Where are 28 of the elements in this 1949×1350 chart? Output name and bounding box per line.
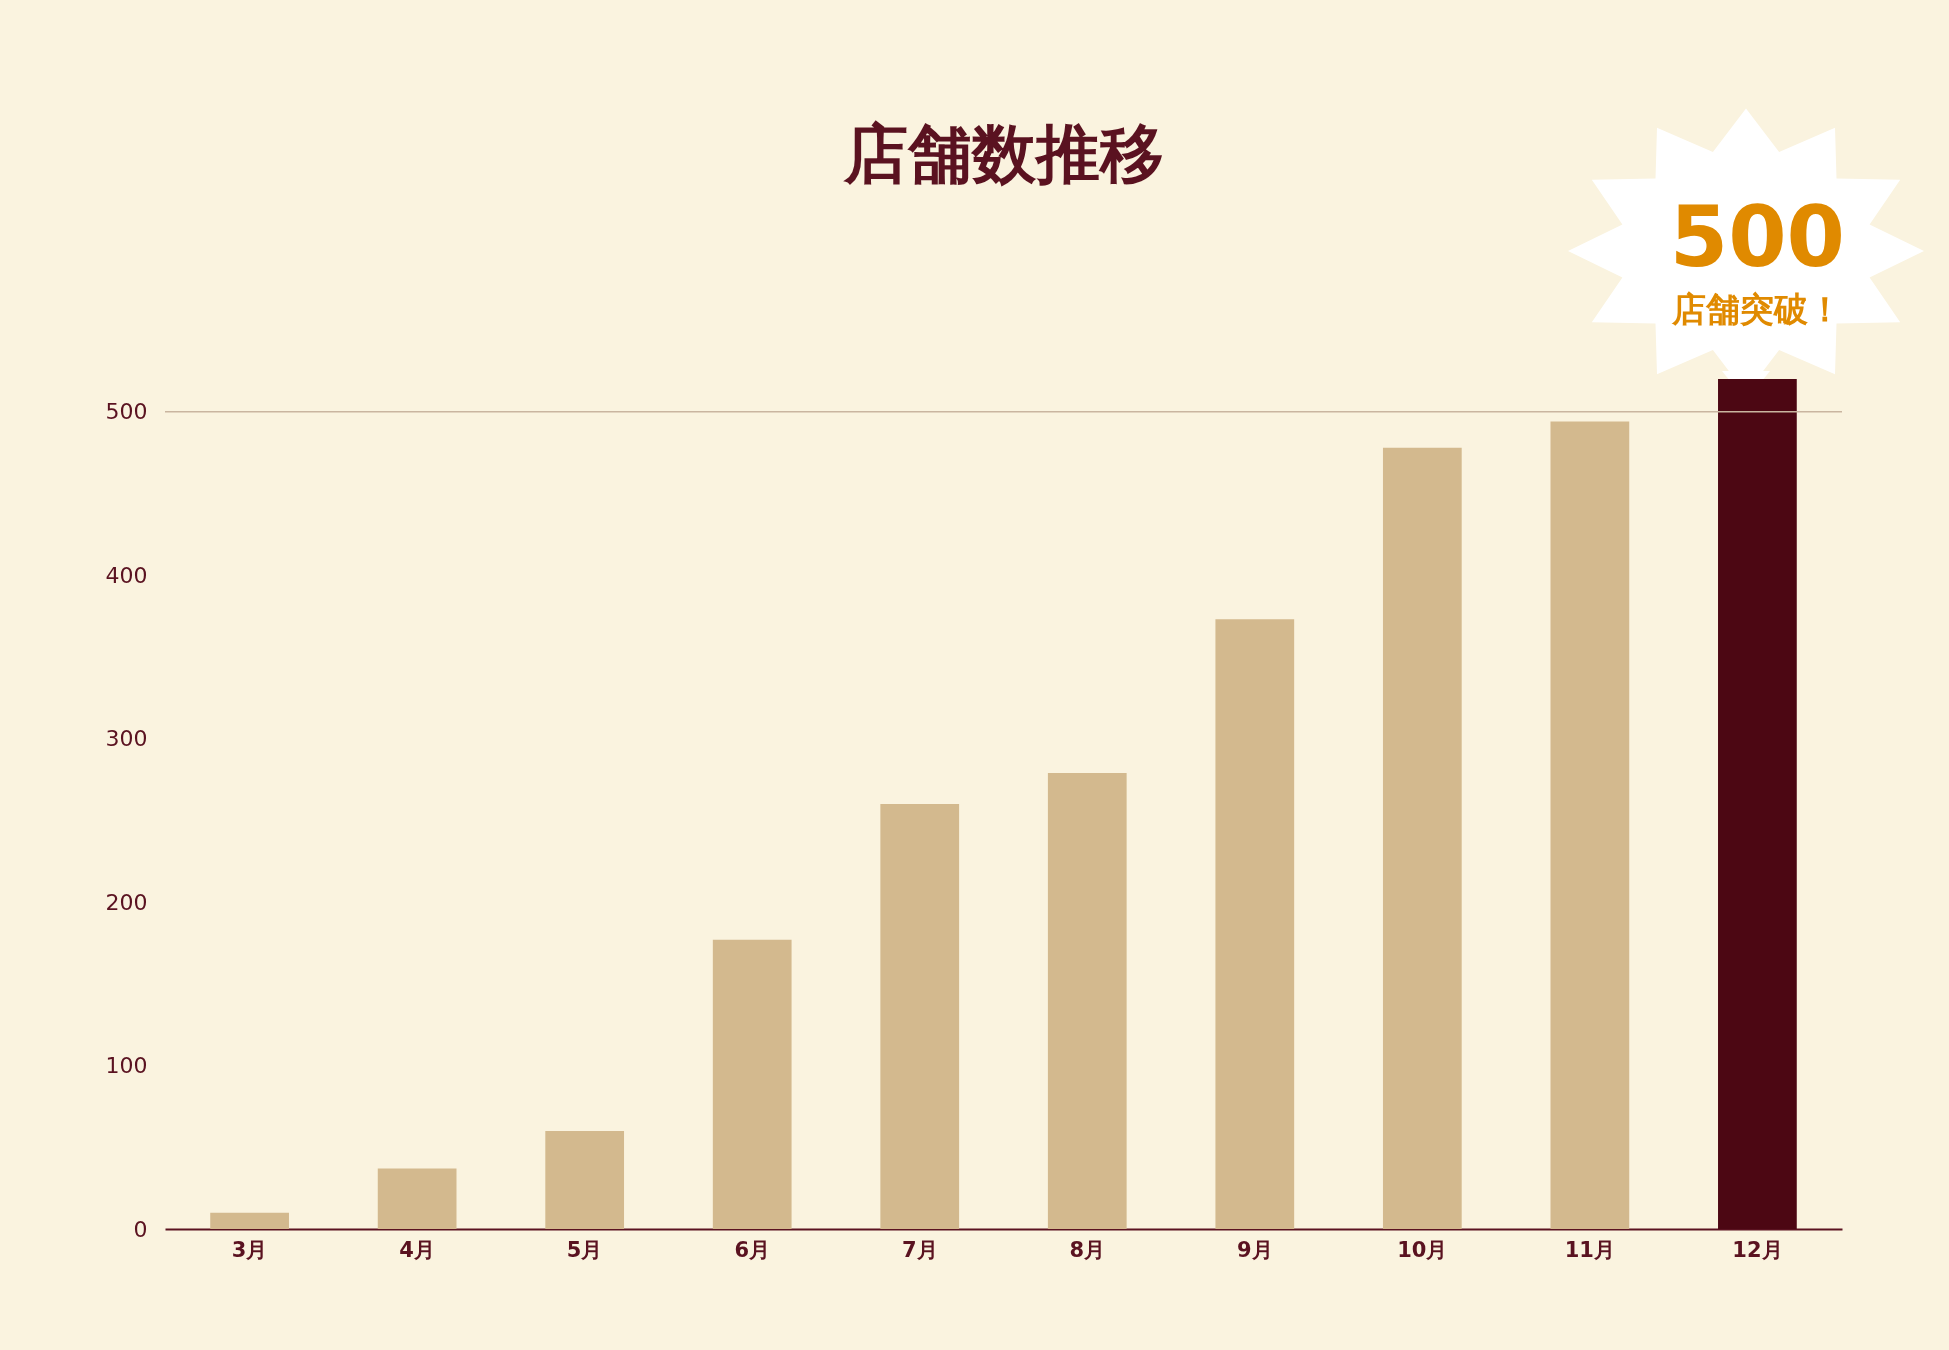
y-tick-label: 100 — [105, 1053, 148, 1079]
bar — [545, 1130, 625, 1229]
bar — [1215, 619, 1295, 1229]
bar — [1382, 447, 1462, 1229]
x-tick-label: 3月 — [231, 1237, 268, 1262]
x-tick-label: 4月 — [399, 1237, 435, 1262]
x-tick-label: 9月 — [1236, 1237, 1273, 1262]
bar — [210, 1212, 289, 1229]
x-tick-label: 6月 — [734, 1237, 771, 1262]
y-tick-label: 0 — [133, 1216, 148, 1242]
x-tick-label: 8月 — [1069, 1237, 1106, 1262]
x-tick-label: 12月 — [1732, 1237, 1783, 1262]
x-tick-label: 10月 — [1397, 1237, 1448, 1262]
y-tick-label: 200 — [105, 889, 148, 915]
y-tick-label: 400 — [105, 562, 148, 588]
x-tick-label: 11月 — [1564, 1237, 1615, 1262]
bar — [712, 939, 792, 1229]
bar — [880, 804, 960, 1229]
y-tick-label: 300 — [105, 726, 148, 752]
bar — [377, 1168, 457, 1229]
x-tick-label: 7月 — [901, 1237, 938, 1262]
annotation: 500 — [1669, 188, 1846, 286]
bar — [1047, 772, 1127, 1229]
annotation: 店舗突破！ — [1671, 289, 1843, 329]
bar — [1550, 421, 1630, 1229]
x-tick-label: 5月 — [566, 1237, 603, 1262]
chart-title: 店舗数推移 — [842, 117, 1164, 191]
y-tick-label: 500 — [105, 399, 148, 425]
